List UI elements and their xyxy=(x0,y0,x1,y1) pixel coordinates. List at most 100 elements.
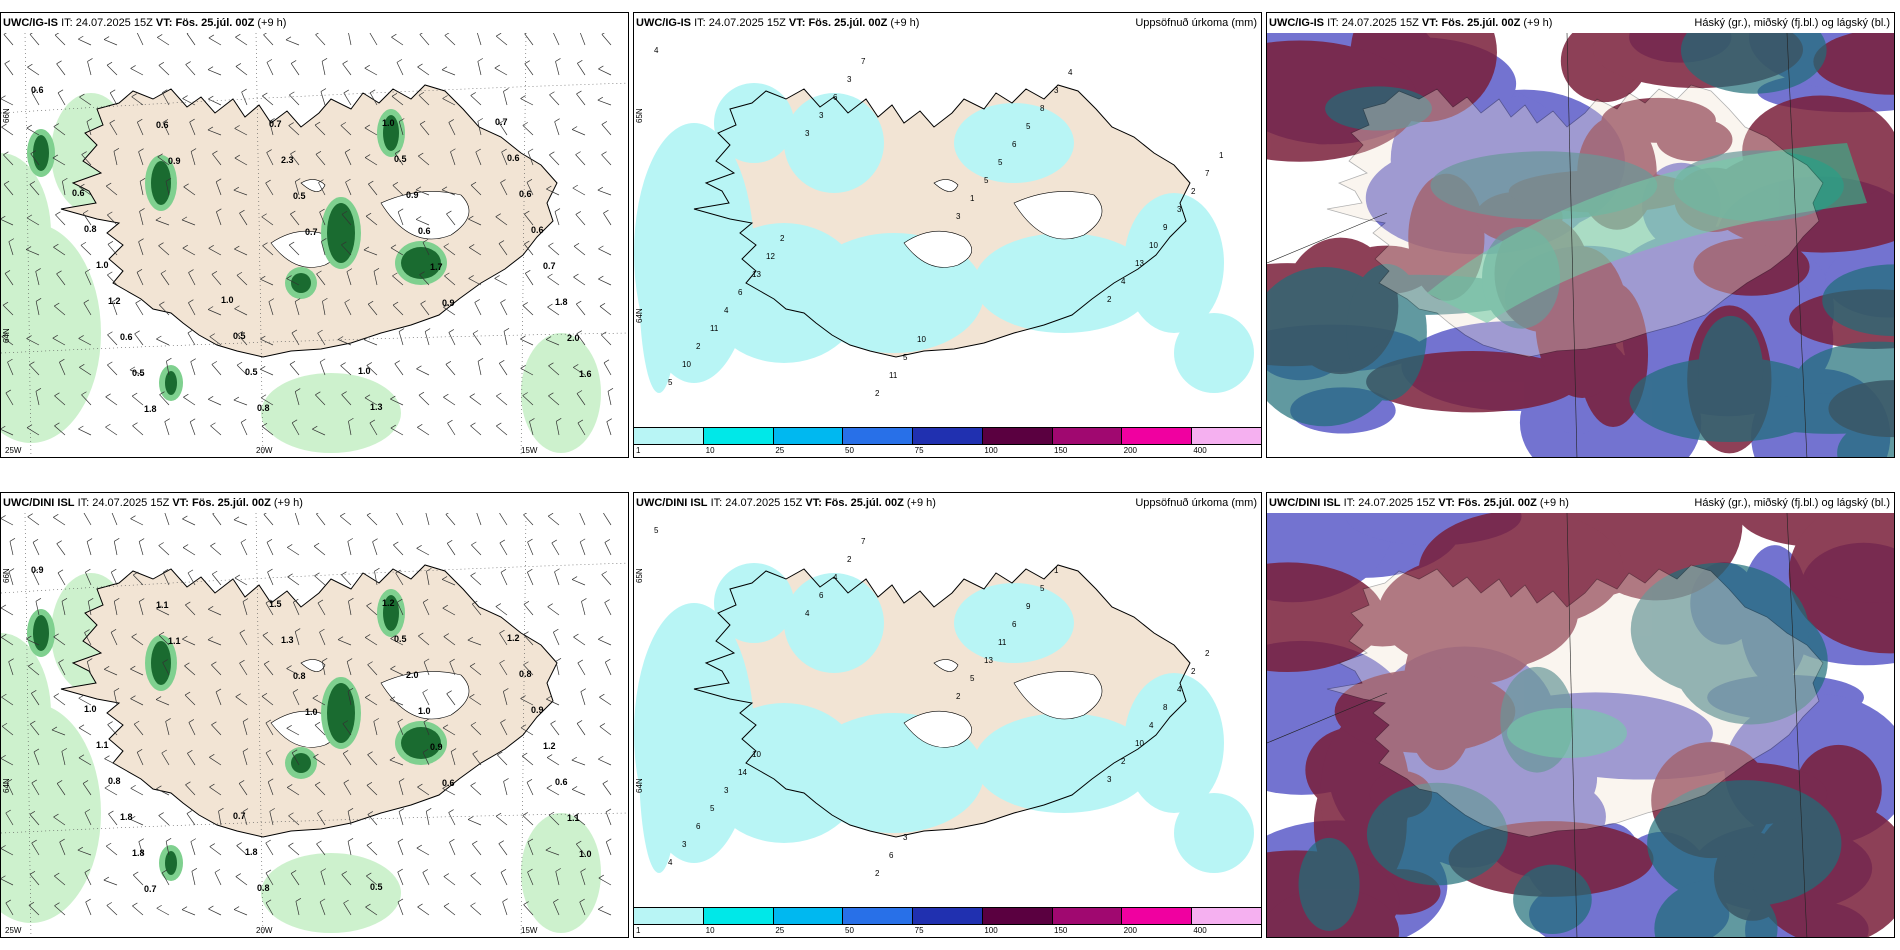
value-label: 0.7 xyxy=(144,884,157,894)
precip-label: 12 xyxy=(766,252,775,261)
precip-label: 2 xyxy=(1191,667,1196,676)
map-canvas: 0.6 0.9 0.7 0.9 1.6 0.6 0.5 1.7 2.0 1.8 2.3 0.6 1.8 0… xyxy=(1,33,628,457)
panel-header: UWC/DINI ISL IT: 24.07.2025 15Z VT: Fös.… xyxy=(634,493,1261,513)
legend-tick: 25 xyxy=(775,926,785,935)
precip-label: 5 xyxy=(654,526,659,535)
precip-label: 13 xyxy=(1135,259,1144,268)
model-name: UWC/DINI ISL xyxy=(1269,497,1341,509)
panel-title: Háský (gr.), miðský (fj.bl.) og lágský (… xyxy=(1694,497,1890,509)
precip-label: 5 xyxy=(970,674,975,683)
precip-label: 5 xyxy=(903,353,908,362)
precip-label: 5 xyxy=(1040,584,1045,593)
precip-label: 3 xyxy=(1107,775,1112,784)
legend-swatch xyxy=(842,428,913,444)
legend-tick: 100 xyxy=(984,446,998,455)
precip-label: 10 xyxy=(1135,739,1144,748)
legend-swatch xyxy=(912,428,982,444)
legend-tick: 10 xyxy=(705,446,715,455)
precip-label: 3 xyxy=(819,111,824,120)
precip-label: 6 xyxy=(1012,140,1017,149)
value-label: 1.3 xyxy=(281,635,294,645)
panel-header: UWC/DINI ISL IT: 24.07.2025 15Z VT: Fös.… xyxy=(1,493,628,513)
legend-swatch xyxy=(1121,908,1192,924)
legend-swatch xyxy=(634,428,703,444)
precip-label: 1 xyxy=(1219,151,1224,160)
value-label: 1.1 xyxy=(168,636,181,646)
precip-legend: 1 10 25 50 75 100 150 200 400 xyxy=(634,427,1261,457)
legend-tick: 75 xyxy=(914,446,924,455)
value-label: 0.6 xyxy=(31,85,44,95)
model-name: UWC/IG-IS xyxy=(3,17,58,29)
legend-tick: 1 xyxy=(636,926,641,935)
precip-label: 7 xyxy=(861,57,866,66)
precip-label: 4 xyxy=(654,46,659,55)
legend-tick: 100 xyxy=(984,926,998,935)
precip-label: 4 xyxy=(668,858,673,867)
precip-map-igis: UWC/IG-IS IT: 24.07.2025 15Z VT: Fös. 25… xyxy=(633,12,1262,458)
it-label: IT: xyxy=(77,497,90,509)
precip-label: 5 xyxy=(668,378,673,387)
value-label: 0.9 xyxy=(31,565,44,575)
value-label: 1.0 xyxy=(579,849,592,859)
panel-header: UWC/IG-IS IT: 24.07.2025 15Z VT: Fös. 25… xyxy=(634,13,1261,33)
value-label: 1.2 xyxy=(543,741,556,751)
value-label: 0.5 xyxy=(394,154,407,164)
legend-swatch xyxy=(1121,428,1192,444)
precip-label: 8 xyxy=(1163,703,1168,712)
cloud-map-igis: UWC/IG-IS IT: 24.07.2025 15Z VT: Fös. 25… xyxy=(1266,12,1895,458)
lead-time: (+9 h) xyxy=(257,17,287,29)
it-value: 24.07.2025 15Z xyxy=(92,497,170,509)
value-label: 0.7 xyxy=(233,811,246,821)
vt-label: VT: xyxy=(172,497,189,509)
vt-value: Fös. 25.júl. 00Z xyxy=(1457,497,1537,509)
lat-label-66n: 66N xyxy=(2,108,11,123)
lead-time: (+9 h) xyxy=(1539,497,1569,509)
value-label: 1.2 xyxy=(108,296,121,306)
precip-label: 13 xyxy=(752,270,761,279)
precip-label: 2 xyxy=(847,555,852,564)
legend-tick: 10 xyxy=(705,926,715,935)
vt-label: VT: xyxy=(788,17,806,29)
model-name: UWC/IG-IS xyxy=(1269,17,1324,29)
value-label: 0.9 xyxy=(168,156,181,166)
vt-label: VT: xyxy=(155,17,173,29)
precip-label: 2 xyxy=(875,389,880,398)
lead-time: (+9 h) xyxy=(890,17,920,29)
lat-label-66n: 66N xyxy=(2,568,11,583)
value-label: 1.5 xyxy=(269,599,282,609)
precip-label: 3 xyxy=(903,833,908,842)
legend-swatches xyxy=(634,427,1261,445)
legend-swatches xyxy=(634,907,1261,925)
legend-ticks: 1 10 25 50 75 100 150 200 400 xyxy=(634,446,1261,457)
precip-label: 4 xyxy=(833,573,838,582)
precip-label: 10 xyxy=(682,360,691,369)
value-label: 2.3 xyxy=(281,155,294,165)
precip-label: 5 xyxy=(998,158,1003,167)
precip-label: 6 xyxy=(833,93,838,102)
it-value: 24.07.2025 15Z xyxy=(1341,17,1419,29)
value-label: 1.8 xyxy=(555,297,568,307)
legend-tick: 150 xyxy=(1054,926,1068,935)
it-label: IT: xyxy=(1343,497,1356,509)
precip-label: 5 xyxy=(984,176,989,185)
value-label: 0.5 xyxy=(233,331,246,341)
it-label: IT: xyxy=(61,17,73,29)
legend-swatch xyxy=(912,908,982,924)
legend-tick: 50 xyxy=(845,926,854,935)
value-label: 0.6 xyxy=(72,188,85,198)
lat-label-64n: 64N xyxy=(2,778,11,793)
precip-label: 6 xyxy=(1012,620,1017,629)
it-value: 24.07.2025 15Z xyxy=(1358,497,1436,509)
value-label: 1.2 xyxy=(507,633,520,643)
legend-swatch xyxy=(634,908,703,924)
legend-tick: 400 xyxy=(1193,446,1207,455)
it-value: 24.07.2025 15Z xyxy=(708,17,786,29)
it-label: IT: xyxy=(1327,17,1339,29)
value-label: 0.8 xyxy=(257,403,270,413)
precip-label: 6 xyxy=(819,591,824,600)
value-label: 0.6 xyxy=(555,777,568,787)
lat-label-65n: 65N xyxy=(635,568,644,583)
legend-tick: 150 xyxy=(1054,446,1068,455)
lon-label-15w: 15W xyxy=(521,926,538,935)
precip-label: 4 xyxy=(1177,685,1182,694)
